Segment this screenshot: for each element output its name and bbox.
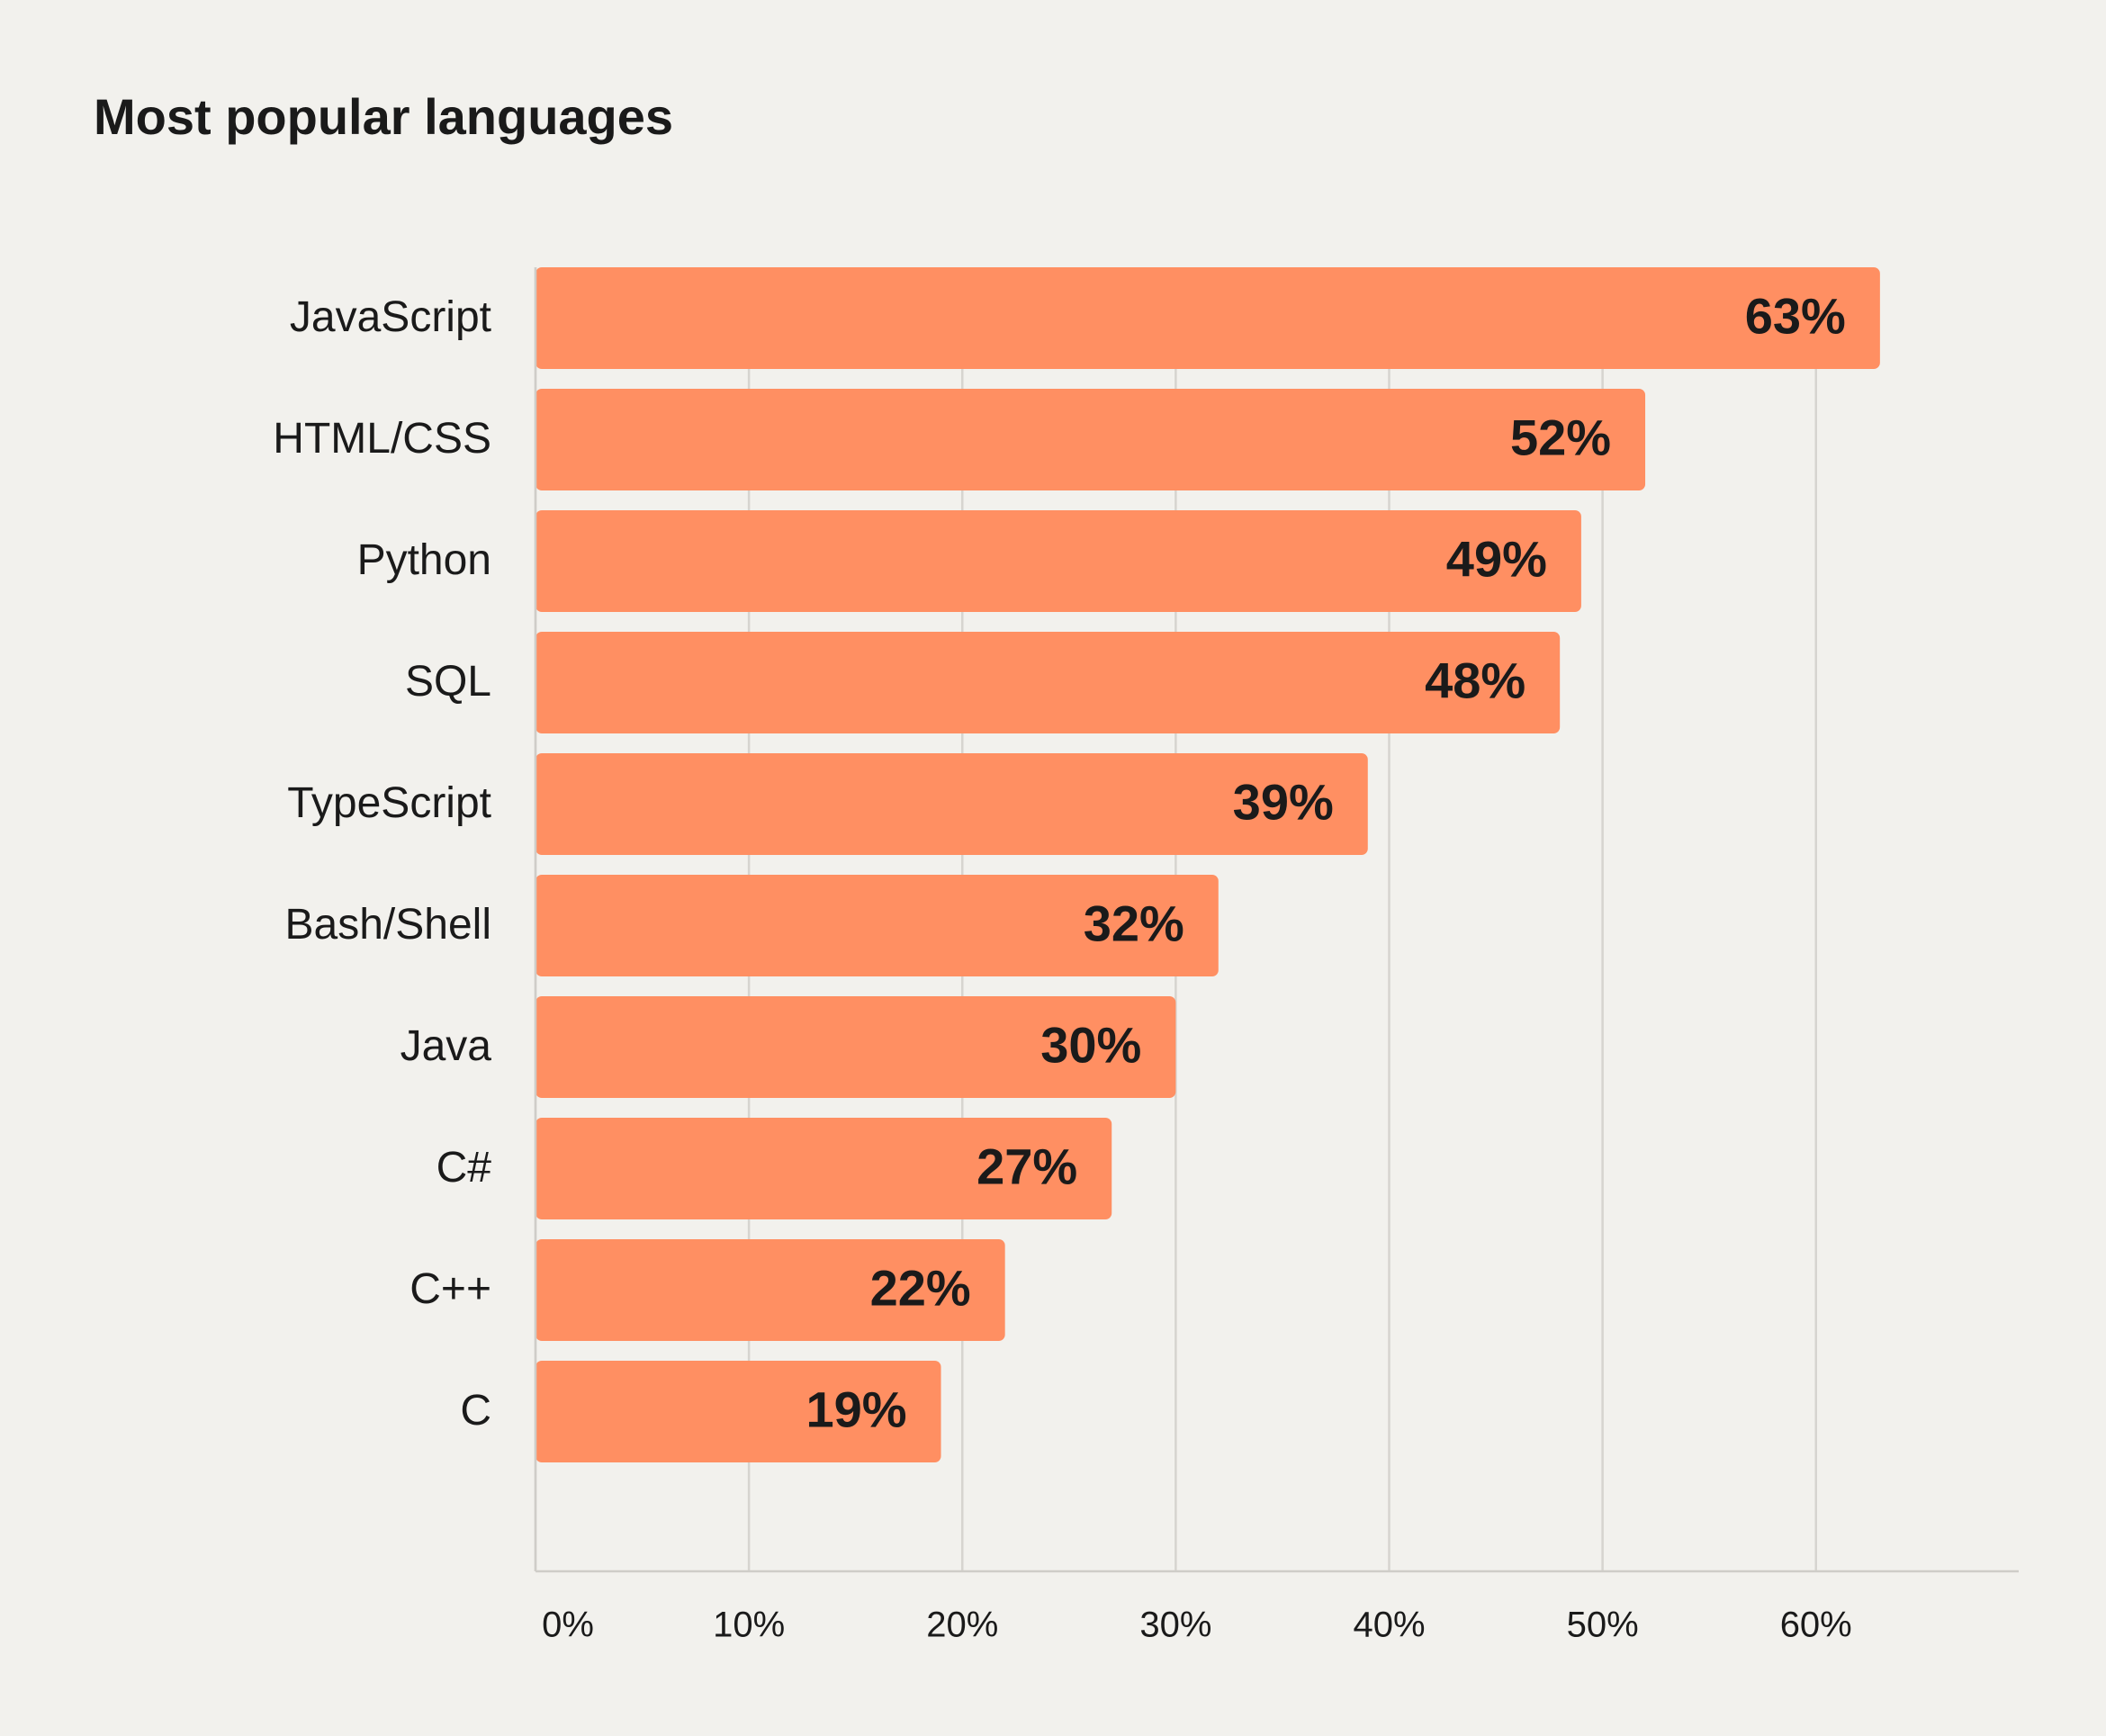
bar <box>536 632 1561 733</box>
value-label: 27% <box>976 1138 1077 1194</box>
value-label: 32% <box>1084 895 1184 951</box>
bar <box>536 1239 1005 1341</box>
x-tick-label: 40% <box>1353 1606 1425 1645</box>
x-tick-label: 50% <box>1567 1606 1639 1645</box>
chart-title: Most popular languages <box>94 88 673 145</box>
value-label: 22% <box>870 1259 971 1316</box>
y-tick-label: Bash/Shell <box>285 901 491 949</box>
x-tick-label: 0% <box>542 1606 594 1645</box>
value-label: 30% <box>1040 1016 1141 1073</box>
bar <box>536 510 1581 612</box>
y-tick-label: C++ <box>410 1265 491 1313</box>
y-tick-label: TypeScript <box>287 779 491 827</box>
bar <box>536 1361 941 1462</box>
x-tick-label: 20% <box>926 1606 998 1645</box>
y-tick-label: Java <box>400 1022 492 1070</box>
value-label: 63% <box>1745 287 1846 344</box>
value-label: 52% <box>1510 409 1611 465</box>
bar <box>536 753 1368 855</box>
y-tick-label: C# <box>436 1144 492 1192</box>
y-tick-label: JavaScript <box>290 293 491 341</box>
y-tick-label: SQL <box>405 658 491 706</box>
value-label: 48% <box>1425 652 1526 708</box>
bar <box>536 996 1176 1098</box>
bar <box>536 875 1219 976</box>
x-tick-label: 60% <box>1780 1606 1852 1645</box>
y-tick-label: Python <box>357 536 491 584</box>
value-label: 19% <box>806 1381 906 1437</box>
x-tick-label: 30% <box>1139 1606 1211 1645</box>
bar <box>536 389 1646 490</box>
value-label: 49% <box>1446 530 1547 587</box>
y-tick-label: HTML/CSS <box>273 415 491 463</box>
y-tick-label: C <box>460 1387 491 1435</box>
bar <box>536 1118 1112 1219</box>
bar <box>536 267 1880 369</box>
x-tick-label: 10% <box>713 1606 785 1645</box>
value-label: 39% <box>1233 773 1334 830</box>
